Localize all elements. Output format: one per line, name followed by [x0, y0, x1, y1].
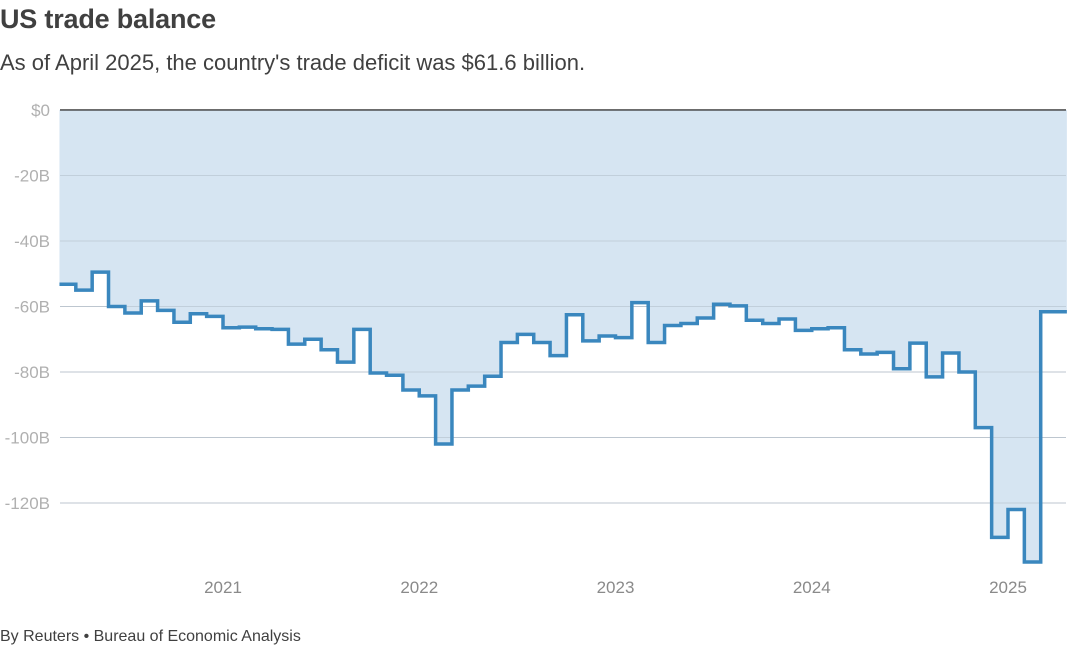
x-tick-label: 2025	[989, 578, 1027, 597]
y-tick-label: $0	[31, 101, 50, 120]
y-tick-label: -100B	[5, 429, 50, 448]
y-tick-label: -20B	[14, 167, 50, 186]
x-tick-label: 2021	[204, 578, 242, 597]
x-axis-labels: 2021 2022 2023 2024 2025	[204, 578, 1027, 597]
y-tick-label: -120B	[5, 494, 50, 513]
trade-balance-line	[59, 270, 1067, 564]
chart-subtitle: As of April 2025, the country's trade de…	[0, 50, 586, 75]
y-tick-label: -40B	[14, 232, 50, 251]
x-tick-label: 2023	[597, 578, 635, 597]
trade-balance-chart: $0-20B-40B-60B-80B-100B-120B 2021 2022 202…	[5, 101, 1067, 597]
source-credit: By Reuters • Bureau of Economic Analysis	[0, 628, 301, 645]
y-tick-label: -60B	[14, 298, 50, 317]
chart-title: US trade balance	[0, 4, 216, 34]
y-tick-label: -80B	[14, 363, 50, 382]
x-tick-label: 2022	[400, 578, 438, 597]
y-axis-labels: $0 -20B -40B -60B -80B -100B -120B	[5, 101, 50, 513]
deficit-area	[59, 110, 1067, 562]
x-tick-label: 2024	[793, 578, 831, 597]
